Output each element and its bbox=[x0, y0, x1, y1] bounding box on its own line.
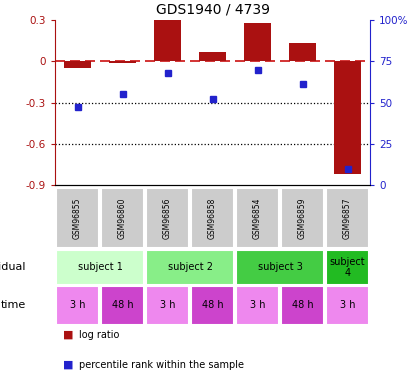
Bar bbox=[244, 23, 271, 61]
Bar bbox=[56, 286, 99, 325]
Text: 3 h: 3 h bbox=[160, 300, 175, 310]
Bar bbox=[191, 188, 234, 248]
Text: individual: individual bbox=[0, 262, 26, 273]
Text: subject 2: subject 2 bbox=[168, 262, 213, 273]
Bar bbox=[236, 286, 279, 325]
Text: log ratio: log ratio bbox=[80, 330, 120, 340]
Text: 48 h: 48 h bbox=[112, 300, 133, 310]
Text: GSM96854: GSM96854 bbox=[253, 197, 262, 239]
Text: subject 3: subject 3 bbox=[257, 262, 302, 273]
Bar bbox=[236, 250, 324, 285]
Bar bbox=[191, 286, 234, 325]
Bar bbox=[56, 250, 144, 285]
Text: GSM96860: GSM96860 bbox=[118, 197, 127, 239]
Bar bbox=[326, 250, 369, 285]
Bar bbox=[146, 286, 189, 325]
Bar bbox=[326, 286, 369, 325]
Bar bbox=[109, 61, 136, 63]
Text: GSM96859: GSM96859 bbox=[298, 197, 307, 239]
Bar bbox=[101, 286, 144, 325]
Bar bbox=[236, 188, 279, 248]
Text: 48 h: 48 h bbox=[292, 300, 313, 310]
Text: GSM96857: GSM96857 bbox=[343, 197, 352, 239]
Text: subject 1: subject 1 bbox=[78, 262, 122, 273]
Text: subject
4: subject 4 bbox=[330, 257, 365, 278]
Bar bbox=[146, 250, 234, 285]
Text: 3 h: 3 h bbox=[70, 300, 85, 310]
Bar bbox=[146, 188, 189, 248]
Text: GSM96858: GSM96858 bbox=[208, 197, 217, 239]
Text: percentile rank within the sample: percentile rank within the sample bbox=[80, 360, 244, 370]
Bar bbox=[64, 61, 91, 68]
Text: 3 h: 3 h bbox=[250, 300, 265, 310]
Bar bbox=[326, 188, 369, 248]
Bar bbox=[281, 286, 324, 325]
Text: GSM96855: GSM96855 bbox=[73, 197, 82, 239]
Bar bbox=[101, 188, 144, 248]
Bar bbox=[289, 44, 316, 61]
Bar bbox=[199, 52, 226, 61]
Title: GDS1940 / 4739: GDS1940 / 4739 bbox=[155, 2, 270, 16]
Text: time: time bbox=[0, 300, 26, 310]
Text: GSM96856: GSM96856 bbox=[163, 197, 172, 239]
Text: ■: ■ bbox=[63, 360, 74, 370]
Bar bbox=[154, 20, 181, 61]
Bar bbox=[334, 61, 361, 174]
Bar bbox=[281, 188, 324, 248]
Bar bbox=[56, 188, 99, 248]
Text: 3 h: 3 h bbox=[340, 300, 355, 310]
Text: 48 h: 48 h bbox=[202, 300, 223, 310]
Text: ■: ■ bbox=[63, 330, 74, 340]
